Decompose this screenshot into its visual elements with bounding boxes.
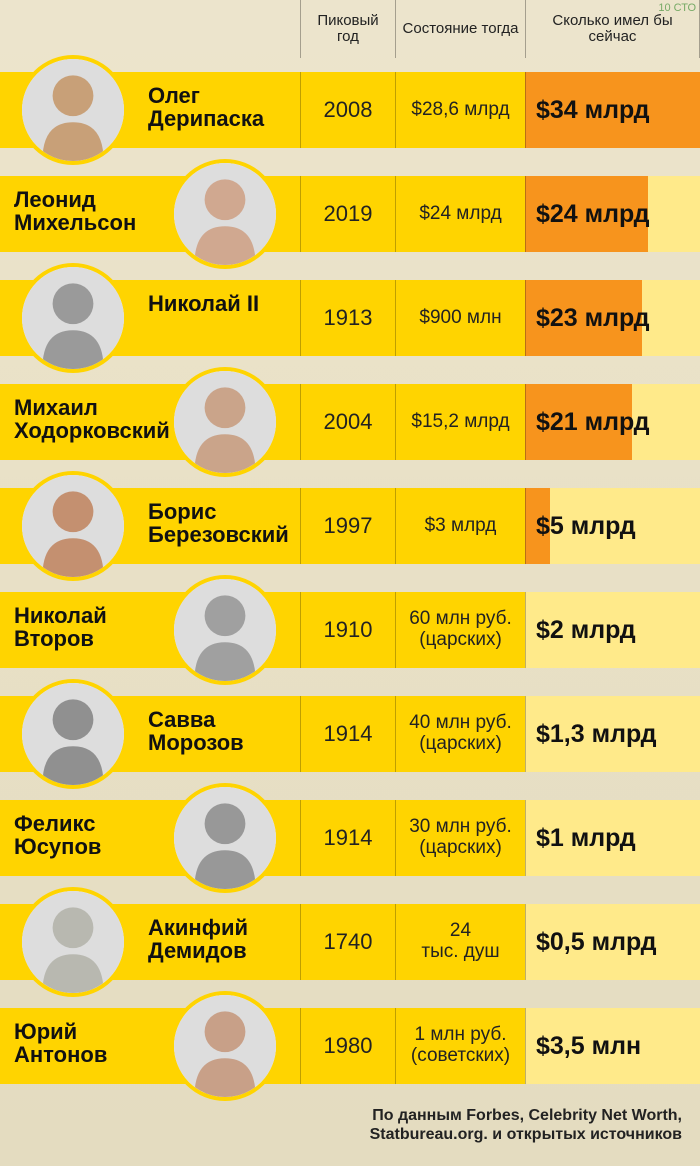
person-name: Юрий Антонов [14,1020,107,1066]
table-row: Михаил Ходорковский 2004$15,2 млрд$21 млр… [0,370,700,474]
table-row: Николай II 1913$900 млн$23 млрд [0,266,700,370]
avatar [170,367,280,477]
person-name: Михаил Ходорковский [14,396,170,442]
header-peak-year: Пиковый год [300,0,395,58]
wealth-then: $24 млрд [395,176,525,252]
wealth-now: $3,5 млн [525,1008,700,1084]
avatar [170,159,280,269]
avatar [170,575,280,685]
wealth-now: $1 млрд [525,800,700,876]
wealth-now: $24 млрд [525,176,700,252]
person-name: Николай II [148,292,259,315]
avatar [18,471,128,581]
person-name: Олег Дерипаска [148,84,264,130]
table-row: Борис Березовский1997$3 млрд$5 млрд [0,474,700,578]
person-name: Феликс Юсупов [14,812,101,858]
wealth-then: 60 млн руб. (царских) [395,592,525,668]
peak-year: 1910 [300,592,395,668]
wealth-then: 30 млн руб. (царских) [395,800,525,876]
peak-year: 1914 [300,696,395,772]
infographic-sheet: 10 СТО Пиковый год Состояние тогда Сколь… [0,0,700,1166]
person-name: Акинфий Демидов [148,916,248,962]
table-row: Акинфий Демидов 174024 тыс. душ$0,5 млрд [0,890,700,994]
peak-year: 2008 [300,72,395,148]
wealth-now: $1,3 млрд [525,696,700,772]
wealth-then: $3 млрд [395,488,525,564]
avatar [18,55,128,165]
wealth-then: 24 тыс. душ [395,904,525,980]
wealth-now: $23 млрд [525,280,700,356]
wealth-then: $15,2 млрд [395,384,525,460]
peak-year: 1740 [300,904,395,980]
peak-year: 1980 [300,1008,395,1084]
table-row: Юрий Антонов 19801 млн руб. (советских)$3… [0,994,700,1098]
wealth-then: $28,6 млрд [395,72,525,148]
avatar [18,887,128,997]
wealth-now: $5 млрд [525,488,700,564]
person-name: Борис Березовский [148,500,289,546]
peak-year: 1997 [300,488,395,564]
avatar [170,991,280,1101]
avatar [170,783,280,893]
source-attribution: По данным Forbes, Celebrity Net Worth, S… [0,1098,700,1156]
table-row: Феликс Юсупов 191430 млн руб. (царских)$1… [0,786,700,890]
avatar [18,679,128,789]
peak-year: 1914 [300,800,395,876]
avatar [18,263,128,373]
header-wealth-then: Состояние тогда [395,0,525,58]
wealth-now: $0,5 млрд [525,904,700,980]
wealth-then: 40 млн руб. (царских) [395,696,525,772]
person-name: Савва Морозов [148,708,244,754]
wealth-now: $21 млрд [525,384,700,460]
corner-badge: 10 СТО [658,2,696,14]
table-row: Олег Дерипаска 2008$28,6 млрд$34 млрд [0,58,700,162]
wealth-now: $2 млрд [525,592,700,668]
peak-year: 1913 [300,280,395,356]
wealth-then: 1 млн руб. (советских) [395,1008,525,1084]
peak-year: 2019 [300,176,395,252]
wealth-then: $900 млн [395,280,525,356]
column-headers: Пиковый год Состояние тогда Сколько имел… [0,0,700,58]
table-row: Николай Второв 191060 млн руб. (царских)$… [0,578,700,682]
table-row: Леонид Михельсон2019$24 млрд$24 млрд [0,162,700,266]
table-row: Савва Морозов 191440 млн руб. (царских)$1… [0,682,700,786]
peak-year: 2004 [300,384,395,460]
wealth-now: $34 млрд [525,72,700,148]
person-name: Николай Второв [14,604,107,650]
person-name: Леонид Михельсон [14,188,136,234]
rows-container: Олег Дерипаска 2008$28,6 млрд$34 млрд Леон… [0,58,700,1098]
